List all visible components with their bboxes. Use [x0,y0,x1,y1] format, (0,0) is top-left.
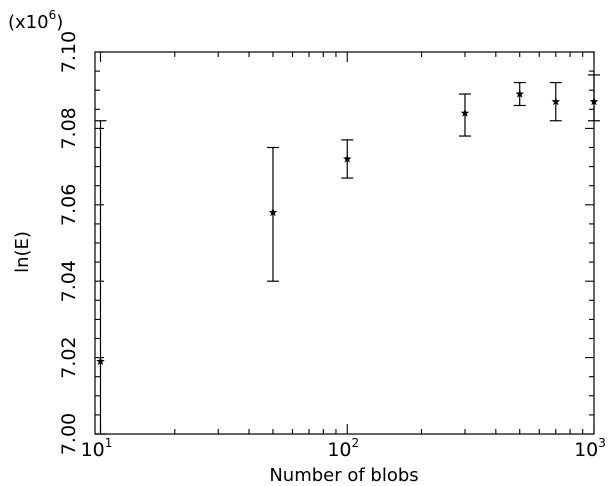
x-axis-title: Number of blobs [269,465,418,486]
multiplier-label: (x106) [8,8,63,33]
plot-frame [94,51,595,435]
axis-ticks [95,51,595,435]
multiplier-exponent: 6 [49,8,57,22]
data-point [551,97,561,106]
y-tick-label: 7.10 [58,31,80,73]
data-point [589,97,599,106]
y-tick-label: 7.04 [58,260,80,302]
data-marks [94,74,600,435]
y-tick-label: 7.06 [58,184,80,226]
y-axis-title: ln(E) [12,231,33,273]
y-tick-label: 7.00 [58,413,80,455]
tick-labels: 7.00 7.02 7.04 7.06 7.08 7.10 101 102 103 [58,31,606,461]
x-tick-label: 103 [574,436,606,461]
x-tick-label: 101 [81,436,113,461]
x-tick-label: 102 [327,436,359,461]
multiplier-suffix: ) [56,12,63,33]
multiplier-prefix: (x10 [8,12,49,33]
data-point [268,207,278,217]
data-point [460,108,470,117]
y-tick-label: 7.08 [58,107,80,149]
data-point [515,89,524,98]
data-point [96,356,105,366]
y-tick-label: 7.02 [58,336,80,378]
data-point [342,154,352,163]
